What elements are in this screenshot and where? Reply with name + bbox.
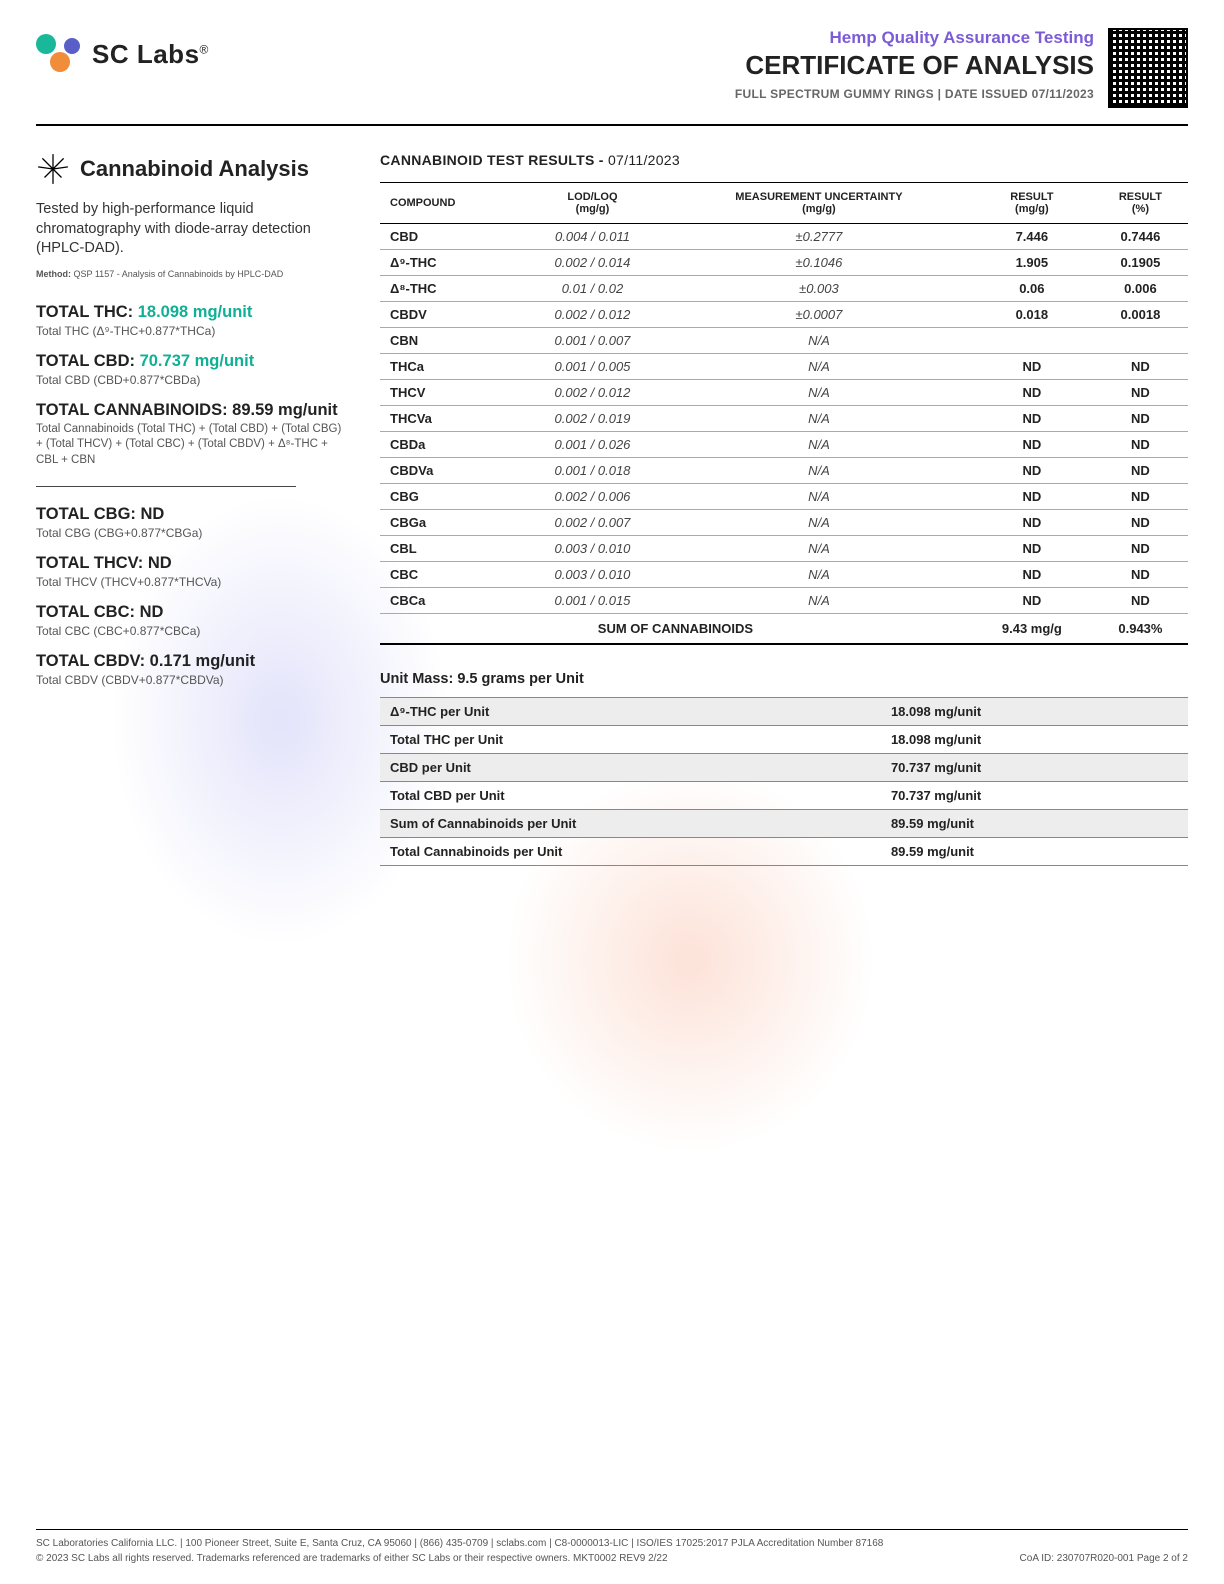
table-row: CBDVa0.001 / 0.018N/ANDND: [380, 458, 1188, 484]
table-row: CBG0.002 / 0.006N/ANDND: [380, 484, 1188, 510]
table-row: THCa0.001 / 0.005N/ANDND: [380, 354, 1188, 380]
right-panel: CANNABINOID TEST RESULTS - 07/11/2023 CO…: [380, 152, 1188, 866]
leaf-icon: [36, 152, 70, 186]
method-line: Method: QSP 1157 - Analysis of Cannabino…: [36, 269, 346, 279]
unit-title: Unit Mass: 9.5 grams per Unit: [380, 671, 1188, 687]
table-row: CBDV0.002 / 0.012±0.00070.0180.0018: [380, 302, 1188, 328]
table-row: CBGa0.002 / 0.007N/ANDND: [380, 510, 1188, 536]
table-row: Sum of Cannabinoids per Unit89.59 mg/uni…: [380, 810, 1188, 838]
table-row: CBL0.003 / 0.010N/ANDND: [380, 536, 1188, 562]
total-block: TOTAL CBG: NDTotal CBG (CBG+0.877*CBGa): [36, 505, 346, 540]
table-row: CBD0.004 / 0.011±0.27777.4460.7446: [380, 224, 1188, 250]
table-row: Total Cannabinoids per Unit89.59 mg/unit: [380, 838, 1188, 866]
logo-icon: [36, 34, 82, 74]
table-row: CBC0.003 / 0.010N/ANDND: [380, 562, 1188, 588]
table-row: CBCa0.001 / 0.015N/ANDND: [380, 588, 1188, 614]
logo: SC Labs®: [36, 34, 209, 74]
qr-code-icon: [1108, 28, 1188, 108]
total-block: TOTAL THC: 18.098 mg/unitTotal THC (Δ⁹-T…: [36, 303, 346, 338]
hemp-line: Hemp Quality Assurance Testing: [735, 28, 1094, 48]
results-title: CANNABINOID TEST RESULTS - 07/11/2023: [380, 152, 1188, 168]
results-table: COMPOUNDLOD/LOQ(mg/g)MEASUREMENT UNCERTA…: [380, 182, 1188, 645]
unit-table: Δ⁹-THC per Unit18.098 mg/unitTotal THC p…: [380, 697, 1188, 866]
total-block: TOTAL THCV: NDTotal THCV (THCV+0.877*THC…: [36, 554, 346, 589]
total-block: TOTAL CANNABINOIDS: 89.59 mg/unitTotal C…: [36, 401, 346, 469]
footer-line-2a: © 2023 SC Labs all rights reserved. Trad…: [36, 1551, 668, 1566]
total-block: TOTAL CBD: 70.737 mg/unitTotal CBD (CBD+…: [36, 352, 346, 387]
table-row: CBDa0.001 / 0.026N/ANDND: [380, 432, 1188, 458]
table-row: Δ⁹-THC0.002 / 0.014±0.10461.9050.1905: [380, 250, 1188, 276]
total-block: TOTAL CBC: NDTotal CBC (CBC+0.877*CBCa): [36, 603, 346, 638]
method-desc: Tested by high-performance liquid chroma…: [36, 200, 346, 259]
logo-text: SC Labs®: [92, 39, 209, 70]
footer-line-2b: CoA ID: 230707R020-001 Page 2 of 2: [1020, 1551, 1188, 1566]
left-panel: Cannabinoid Analysis Tested by high-perf…: [36, 152, 346, 866]
coa-subtitle: FULL SPECTRUM GUMMY RINGS | DATE ISSUED …: [735, 87, 1094, 101]
table-row: Δ⁹-THC per Unit18.098 mg/unit: [380, 698, 1188, 726]
table-row: Total THC per Unit18.098 mg/unit: [380, 726, 1188, 754]
table-row: THCVa0.002 / 0.019N/ANDND: [380, 406, 1188, 432]
section-title: Cannabinoid Analysis: [36, 152, 346, 186]
table-row: CBD per Unit70.737 mg/unit: [380, 754, 1188, 782]
header: SC Labs® Hemp Quality Assurance Testing …: [36, 28, 1188, 108]
table-row: Δ⁸-THC0.01 / 0.02±0.0030.060.006: [380, 276, 1188, 302]
footer-line-1: SC Laboratories California LLC. | 100 Pi…: [36, 1536, 1188, 1551]
footer: SC Laboratories California LLC. | 100 Pi…: [36, 1529, 1188, 1566]
total-block: TOTAL CBDV: 0.171 mg/unitTotal CBDV (CBD…: [36, 652, 346, 687]
sum-row: SUM OF CANNABINOIDS9.43 mg/g0.943%: [380, 614, 1188, 645]
coa-title: CERTIFICATE OF ANALYSIS: [735, 50, 1094, 81]
table-row: CBN0.001 / 0.007N/A: [380, 328, 1188, 354]
table-row: THCV0.002 / 0.012N/ANDND: [380, 380, 1188, 406]
table-row: Total CBD per Unit70.737 mg/unit: [380, 782, 1188, 810]
